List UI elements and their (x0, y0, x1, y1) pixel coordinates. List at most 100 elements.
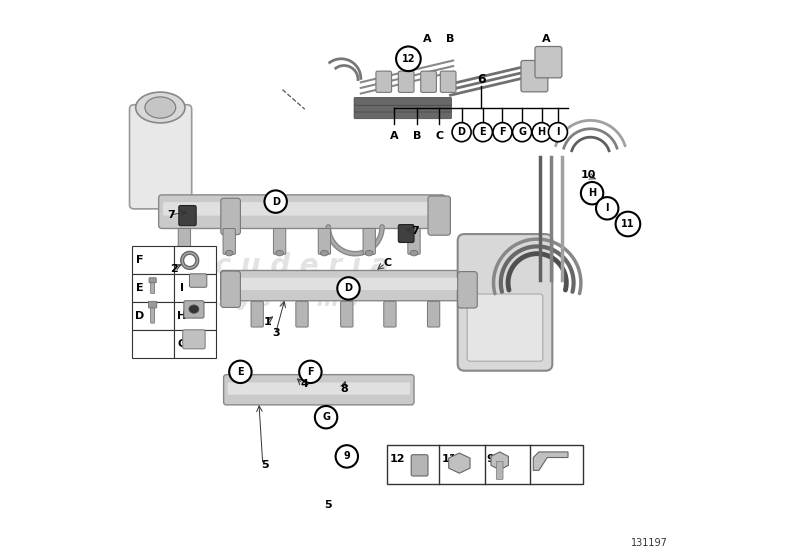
Text: 11: 11 (621, 219, 634, 229)
FancyBboxPatch shape (190, 274, 206, 287)
FancyBboxPatch shape (149, 278, 156, 283)
Text: 4: 4 (301, 379, 309, 389)
Text: F: F (499, 127, 506, 137)
Text: E: E (136, 283, 143, 293)
Text: H: H (177, 311, 186, 321)
Text: 12: 12 (402, 54, 415, 64)
FancyBboxPatch shape (221, 198, 240, 235)
FancyBboxPatch shape (363, 228, 375, 254)
Text: 5: 5 (262, 460, 269, 470)
FancyBboxPatch shape (341, 301, 353, 327)
FancyBboxPatch shape (467, 294, 542, 361)
Circle shape (452, 123, 471, 142)
FancyBboxPatch shape (376, 71, 392, 92)
Circle shape (299, 361, 322, 383)
Ellipse shape (276, 250, 283, 256)
FancyBboxPatch shape (521, 60, 548, 92)
Circle shape (532, 123, 551, 142)
Text: I: I (556, 127, 560, 137)
FancyBboxPatch shape (132, 302, 174, 330)
Ellipse shape (189, 305, 199, 314)
FancyBboxPatch shape (174, 274, 216, 302)
FancyBboxPatch shape (398, 71, 414, 92)
Circle shape (265, 190, 287, 213)
Circle shape (474, 123, 492, 142)
FancyBboxPatch shape (408, 228, 420, 254)
Text: s y s t e m s: s y s t e m s (218, 290, 358, 310)
FancyBboxPatch shape (421, 71, 437, 92)
Text: 7: 7 (168, 210, 175, 220)
Text: 7: 7 (411, 226, 419, 236)
FancyBboxPatch shape (458, 234, 552, 371)
Circle shape (396, 46, 421, 71)
FancyBboxPatch shape (224, 375, 414, 405)
FancyBboxPatch shape (398, 225, 414, 242)
FancyBboxPatch shape (354, 104, 451, 112)
FancyBboxPatch shape (535, 46, 562, 78)
FancyBboxPatch shape (387, 445, 583, 484)
FancyBboxPatch shape (178, 228, 190, 254)
Ellipse shape (410, 250, 418, 256)
FancyBboxPatch shape (132, 330, 174, 358)
FancyBboxPatch shape (174, 330, 216, 358)
Text: F: F (136, 255, 143, 265)
Text: D: D (135, 311, 144, 321)
Text: 6: 6 (477, 73, 486, 86)
Text: C: C (435, 130, 443, 141)
Text: B: B (413, 130, 421, 141)
Circle shape (315, 406, 338, 428)
FancyBboxPatch shape (223, 228, 235, 254)
Text: 10: 10 (581, 170, 596, 180)
FancyBboxPatch shape (158, 195, 446, 228)
Circle shape (615, 212, 640, 236)
FancyBboxPatch shape (274, 228, 286, 254)
Text: G: G (322, 412, 330, 422)
Polygon shape (449, 453, 470, 473)
FancyBboxPatch shape (130, 105, 192, 209)
FancyBboxPatch shape (182, 330, 205, 349)
Polygon shape (534, 452, 568, 470)
Text: G: G (177, 339, 186, 349)
Ellipse shape (136, 92, 185, 123)
Text: A: A (422, 34, 431, 44)
Text: 5: 5 (325, 500, 332, 510)
FancyBboxPatch shape (354, 97, 451, 105)
FancyBboxPatch shape (227, 382, 410, 395)
FancyBboxPatch shape (251, 301, 263, 327)
Ellipse shape (321, 250, 328, 256)
FancyBboxPatch shape (184, 301, 204, 318)
Text: 3: 3 (272, 328, 279, 338)
Text: 1: 1 (263, 317, 271, 327)
FancyBboxPatch shape (384, 301, 396, 327)
Circle shape (230, 361, 252, 383)
Circle shape (338, 277, 360, 300)
Text: H: H (538, 127, 546, 137)
Text: E: E (479, 127, 486, 137)
Text: C: C (384, 258, 392, 268)
FancyBboxPatch shape (174, 302, 216, 330)
Text: A: A (542, 34, 551, 44)
Text: D: D (345, 283, 353, 293)
Text: D: D (458, 127, 466, 137)
FancyBboxPatch shape (163, 202, 441, 216)
FancyBboxPatch shape (318, 228, 330, 254)
FancyBboxPatch shape (150, 305, 154, 323)
Text: I: I (606, 203, 609, 213)
FancyBboxPatch shape (354, 111, 451, 119)
Text: G: G (518, 127, 526, 137)
Ellipse shape (145, 97, 176, 118)
Circle shape (336, 445, 358, 468)
FancyBboxPatch shape (496, 461, 503, 479)
Ellipse shape (181, 250, 188, 256)
Circle shape (548, 123, 567, 142)
FancyBboxPatch shape (221, 271, 240, 307)
Polygon shape (491, 452, 509, 470)
Text: E: E (237, 367, 244, 377)
Ellipse shape (366, 250, 373, 256)
FancyBboxPatch shape (150, 280, 154, 293)
FancyBboxPatch shape (149, 301, 157, 308)
Text: I: I (180, 283, 184, 293)
FancyBboxPatch shape (174, 246, 216, 274)
FancyBboxPatch shape (221, 270, 473, 301)
Text: 2: 2 (170, 264, 178, 274)
